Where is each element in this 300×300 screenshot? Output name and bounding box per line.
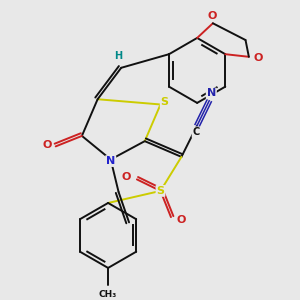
Text: N: N (207, 88, 216, 98)
Text: CH₃: CH₃ (99, 290, 117, 298)
Text: N: N (106, 156, 115, 166)
Text: H: H (115, 51, 123, 61)
Text: S: S (161, 98, 169, 107)
Text: O: O (122, 172, 131, 182)
Text: O: O (42, 140, 52, 150)
Text: S: S (157, 186, 164, 196)
Text: C: C (193, 127, 200, 137)
Text: O: O (254, 53, 263, 63)
Text: O: O (208, 11, 217, 21)
Text: O: O (177, 215, 186, 225)
